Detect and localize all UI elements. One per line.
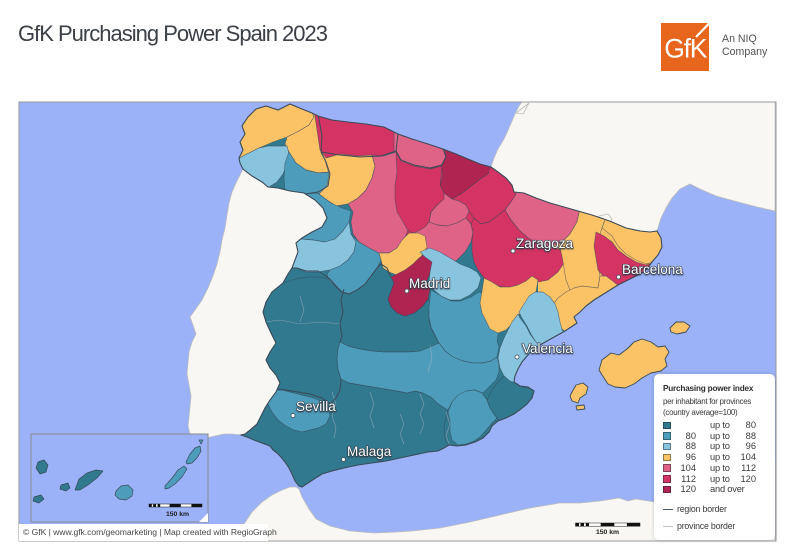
svg-text:Barcelona: Barcelona: [622, 262, 683, 277]
svg-text:Madrid: Madrid: [409, 276, 450, 291]
svg-text:Malaga: Malaga: [347, 444, 392, 459]
svg-text:Valencia: Valencia: [522, 341, 573, 356]
svg-text:Sevilla: Sevilla: [296, 399, 336, 414]
svg-text:Zaragoza: Zaragoza: [516, 236, 574, 251]
svg-text:150 km: 150 km: [596, 529, 619, 536]
svg-text:GfK: GfK: [664, 34, 708, 64]
svg-text:150 km: 150 km: [166, 511, 189, 518]
